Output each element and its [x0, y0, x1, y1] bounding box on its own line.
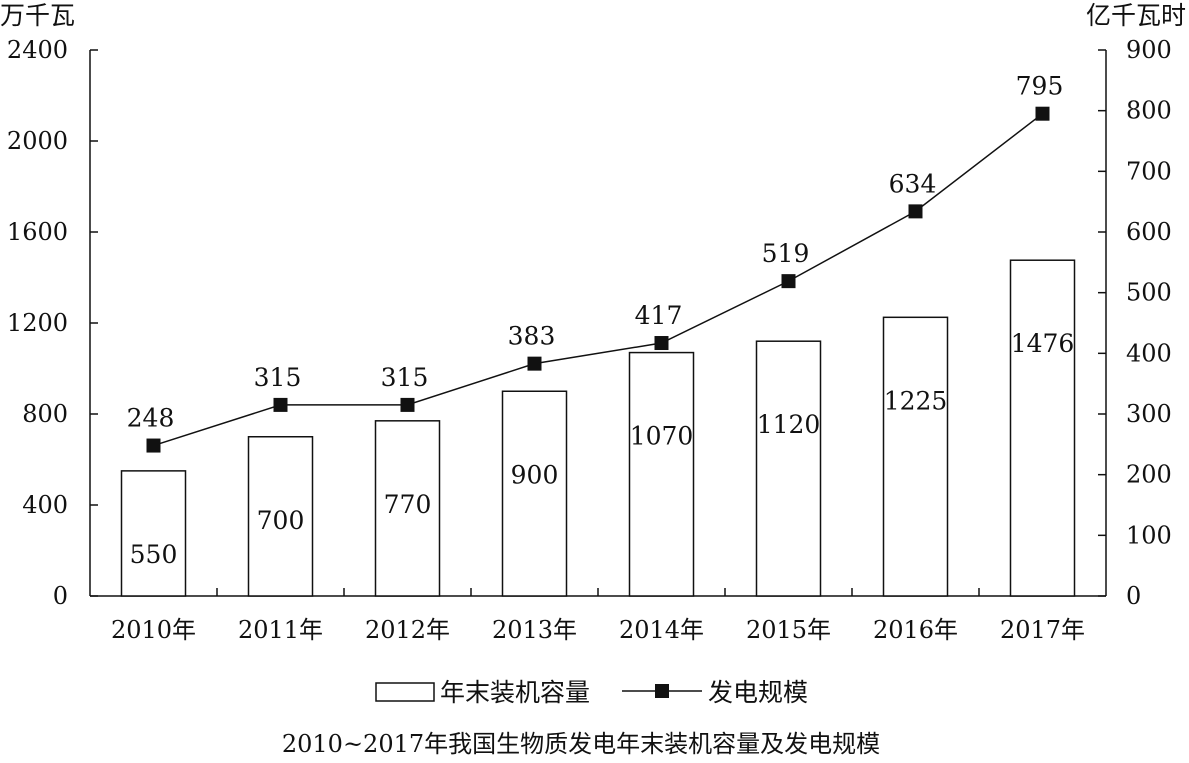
bar	[120, 470, 187, 597]
bar	[628, 351, 695, 597]
bar-data-label: 770	[384, 490, 432, 519]
x-tick-label: 2016年	[873, 616, 958, 644]
left-y-tick-label: 1600	[7, 218, 68, 246]
line-point-marker	[273, 397, 288, 412]
line-point-marker	[146, 438, 161, 453]
line-point-marker	[654, 336, 669, 351]
line-series: 248 315 315 383 417 519 634 795	[127, 72, 1064, 453]
right-y-tick-label: 500	[1126, 279, 1172, 307]
right-y-axis-label: 亿千瓦时	[1086, 1, 1186, 30]
right-y-tick-label: 900	[1126, 36, 1172, 64]
right-y-tick-label: 0	[1126, 582, 1141, 610]
bar	[247, 436, 314, 597]
point-data-label: 417	[635, 301, 683, 330]
right-y-tick-label: 700	[1126, 157, 1172, 185]
point-data-label: 315	[254, 363, 302, 392]
bar	[882, 316, 949, 597]
bar-data-label: 550	[130, 540, 178, 569]
right-y-tick-label: 200	[1126, 461, 1172, 489]
x-tick-label: 2017年	[1000, 616, 1085, 644]
legend-line-label: 发电规模	[708, 678, 808, 707]
x-tick-label: 2014年	[619, 616, 704, 644]
line-point-marker	[1035, 106, 1050, 121]
point-data-label: 315	[381, 363, 429, 392]
bar	[374, 420, 441, 597]
right-y-tick-label: 400	[1126, 339, 1172, 367]
left-y-tick-label: 0	[53, 582, 68, 610]
bar	[755, 340, 822, 597]
left-y-tick-label: 800	[22, 400, 68, 428]
line-point-marker	[400, 397, 415, 412]
x-tick-label: 2010年	[111, 616, 196, 644]
bar	[501, 390, 568, 597]
line-point-marker	[908, 204, 923, 219]
legend-bar-label: 年末装机容量	[440, 678, 590, 707]
point-data-label: 248	[127, 404, 175, 433]
left-y-tick-label: 2000	[7, 127, 68, 155]
left-y-axis-label: 万千瓦	[0, 1, 75, 30]
x-tick-label: 2011年	[238, 616, 323, 644]
chart-title: 2010~2017年我国生物质发电年末装机容量及发电规模	[282, 730, 880, 758]
axes: 0 400 800 1200 1600 2000 2400 0 100 200 300 400 500 6…	[0, 1, 1186, 644]
bar-data-label: 700	[257, 506, 305, 535]
legend: 年末装机容量 发电规模	[375, 678, 808, 707]
bar-data-label: 1120	[757, 410, 821, 439]
left-y-tick-label: 2400	[7, 36, 68, 64]
bar-series: 550 700 770 900 1070 1120 1225 1476	[120, 259, 1076, 597]
right-y-tick-label: 100	[1126, 521, 1172, 549]
line-point-marker	[527, 356, 542, 371]
legend-line-marker	[655, 684, 669, 698]
x-tick-label: 2015年	[746, 616, 831, 644]
point-data-label: 795	[1016, 72, 1064, 101]
right-y-tick-label: 600	[1126, 218, 1172, 246]
line-point-marker	[781, 274, 796, 289]
left-y-tick-label: 1200	[7, 309, 68, 337]
legend-bar-swatch	[375, 682, 435, 702]
bar	[1009, 259, 1076, 597]
point-data-label: 519	[762, 239, 810, 268]
bar-data-label: 900	[511, 460, 559, 489]
point-data-label: 383	[508, 322, 556, 351]
series-line	[153, 113, 1043, 447]
bar-data-label: 1225	[884, 386, 948, 415]
right-y-tick-label: 800	[1126, 97, 1172, 125]
x-tick-label: 2013年	[492, 616, 577, 644]
left-y-tick-label: 400	[22, 491, 68, 519]
bar-data-label: 1070	[630, 422, 694, 451]
right-y-tick-label: 300	[1126, 400, 1172, 428]
point-data-label: 634	[889, 169, 937, 198]
bar-data-label: 1476	[1011, 329, 1075, 358]
x-tick-label: 2012年	[365, 616, 450, 644]
